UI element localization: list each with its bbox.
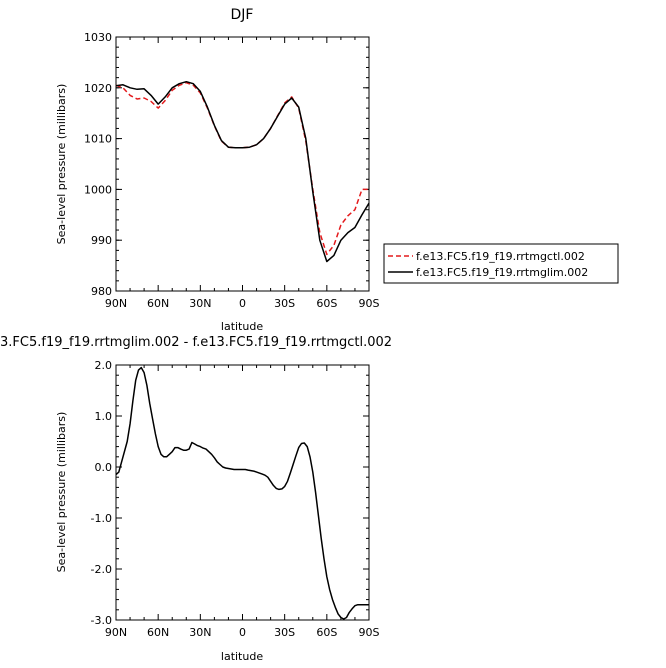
chart-bottom-diff: 3.FC5.f19_f19.rrtmglim.002 - f.e13.FC5.f… [0, 335, 392, 663]
y-tick-label: -1.0 [91, 512, 112, 525]
series-line-1 [115, 366, 369, 620]
chart-top-ticks: 90N 60N 30N 0 30S 60S 90S 980 990 1000 1010 1020 103… [84, 31, 380, 310]
chart-bottom-ylabel: Sea-level pressure (millibars) [55, 412, 68, 573]
y-tick-label: 1010 [84, 133, 112, 146]
x-tick-label: 90S [359, 626, 380, 639]
y-tick-label: 1.0 [95, 410, 113, 423]
x-tick-label: 60S [316, 626, 337, 639]
chart-bottom-ticks: 90N 60N 30N 0 30S 60S 90S -3.0 -2.0 -1.0 0.0 1.0 2.0 [91, 359, 380, 639]
series-line-1 [115, 81, 369, 256]
y-tick-label: 1000 [84, 183, 112, 196]
x-tick-label: 30S [274, 626, 295, 639]
chart-top-frame [115, 36, 370, 292]
x-tick-label: 60S [316, 297, 337, 310]
x-tick-label: 30N [189, 297, 211, 310]
chart-top-slp: DJF Sea-level pressure (millibars) latit… [55, 7, 380, 333]
y-tick-label: -2.0 [91, 563, 112, 576]
chart-bottom-lines [115, 366, 369, 620]
x-tick-label: 0 [239, 297, 246, 310]
chart-top-ylabel: Sea-level pressure (millibars) [55, 84, 68, 245]
y-tick-label: 1030 [84, 31, 112, 44]
x-tick-label: 0 [239, 626, 246, 639]
legend-label-lim: f.e13.FC5.f19_f19.rrtmglim.002 [416, 266, 588, 279]
y-tick-label: 990 [91, 234, 112, 247]
x-tick-label: 60N [147, 297, 169, 310]
x-tick-label: 90S [359, 297, 380, 310]
y-tick-label: 980 [91, 285, 112, 298]
y-tick-label: 0.0 [95, 461, 113, 474]
x-tick-label: 90N [105, 626, 127, 639]
x-tick-label: 30N [189, 626, 211, 639]
chart-bottom-xlabel: latitude [221, 650, 263, 663]
chart-top-xlabel: latitude [221, 320, 263, 333]
legend-label-ctl: f.e13.FC5.f19_f19.rrtmgctl.002 [416, 250, 585, 263]
x-tick-label: 60N [147, 626, 169, 639]
chart-bottom-frame [115, 364, 370, 621]
series-line-2 [115, 80, 370, 263]
chart-top-title: DJF [231, 7, 254, 23]
chart-top-lines [115, 80, 370, 263]
x-tick-label: 30S [274, 297, 295, 310]
y-tick-label: 1020 [84, 82, 112, 95]
legend: f.e13.FC5.f19_f19.rrtmgctl.002 f.e13.FC5… [383, 243, 619, 284]
chart-bottom-title: 3.FC5.f19_f19.rrtmglim.002 - f.e13.FC5.f… [0, 335, 392, 350]
y-tick-label: -3.0 [91, 614, 112, 627]
y-tick-label: 2.0 [95, 359, 113, 372]
legend-box [383, 243, 619, 284]
x-tick-label: 90N [105, 297, 127, 310]
